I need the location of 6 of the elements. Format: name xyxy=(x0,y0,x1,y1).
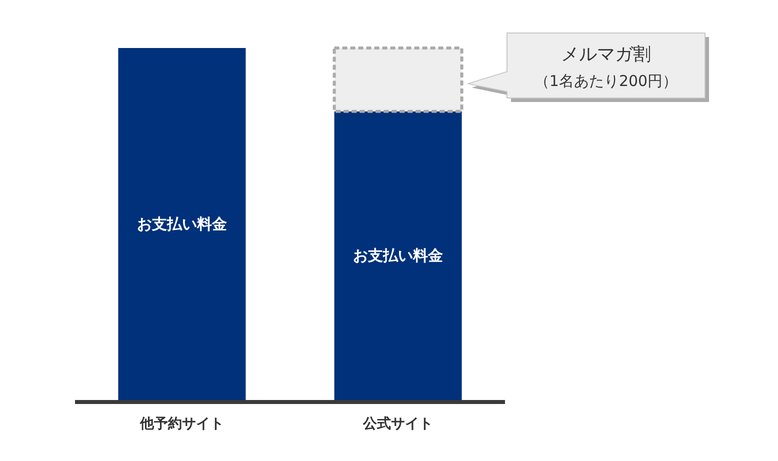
x-tick-label: 他予約サイト xyxy=(138,414,224,431)
text: お支払い料金 xyxy=(353,246,444,265)
series-label: お支払い料金 xyxy=(136,215,227,233)
x-tick-label: 公式サイト xyxy=(362,414,434,431)
text: （1名あたり200円） xyxy=(534,72,678,90)
text: メルマガ割 xyxy=(561,44,651,65)
